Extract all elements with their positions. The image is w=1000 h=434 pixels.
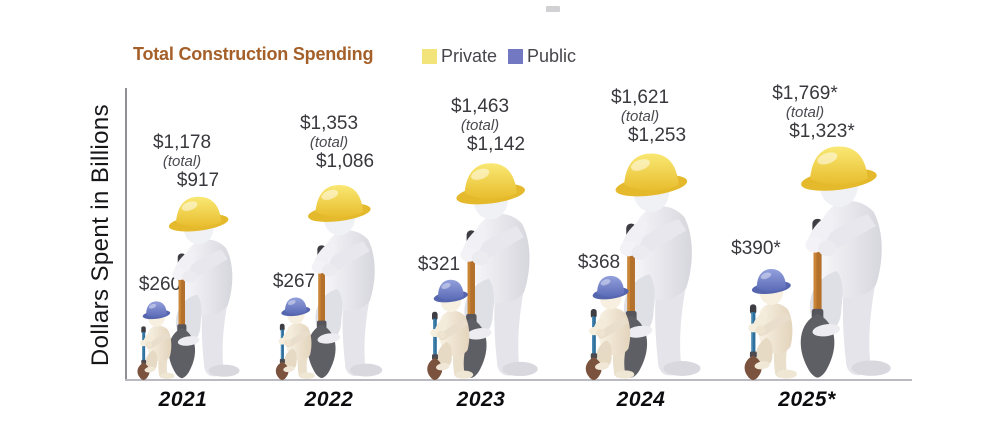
- x-axis-year-label: 2022: [304, 388, 354, 411]
- total-value-label: $1,621: [610, 87, 670, 108]
- x-axis-year-label: 2021: [158, 388, 208, 411]
- public-value-label: $368: [577, 252, 621, 273]
- legend: Private Public: [422, 46, 576, 67]
- x-axis-year-label: 2024: [616, 388, 666, 411]
- public-value-label: $321: [417, 254, 461, 275]
- legend-swatch-private: [422, 49, 437, 64]
- total-value-label: $1,463: [450, 96, 510, 117]
- public-value-label: $260: [138, 274, 182, 295]
- x-axis-year-label: 2025*: [778, 388, 836, 411]
- total-sublabel: (total): [460, 117, 500, 134]
- y-axis-line: [125, 88, 127, 380]
- artifact-mark: [546, 6, 560, 12]
- public-worker-figure: [275, 297, 315, 380]
- legend-label-private: Private: [441, 46, 498, 66]
- total-value-label: $1,769*: [772, 83, 838, 104]
- total-sublabel: (total): [785, 104, 825, 121]
- private-value-label: $1,142: [466, 134, 526, 155]
- chart-title: Total Construction Spending: [133, 44, 374, 64]
- total-sublabel: (total): [620, 108, 660, 125]
- public-worker-figure: [427, 279, 474, 380]
- total-sublabel: (total): [162, 153, 202, 170]
- private-value-label: $917: [176, 170, 220, 191]
- private-value-label: $1,086: [315, 151, 375, 172]
- private-value-label: $1,253: [627, 125, 687, 146]
- legend-label-public: Public: [527, 46, 577, 66]
- public-value-label: $390*: [731, 238, 781, 259]
- legend-swatch-public: [508, 49, 524, 64]
- public-value-label: $267: [272, 271, 316, 292]
- public-worker-figure: [744, 268, 797, 380]
- private-value-label: $1,323*: [789, 121, 855, 142]
- total-value-label: $1,178: [152, 132, 212, 153]
- x-axis-line: [125, 379, 912, 381]
- total-value-label: $1,353: [299, 113, 359, 134]
- public-worker-figure: [585, 275, 635, 380]
- public-worker-figure: [137, 301, 175, 380]
- x-axis-year-label: 2023: [456, 388, 506, 411]
- total-sublabel: (total): [309, 134, 349, 151]
